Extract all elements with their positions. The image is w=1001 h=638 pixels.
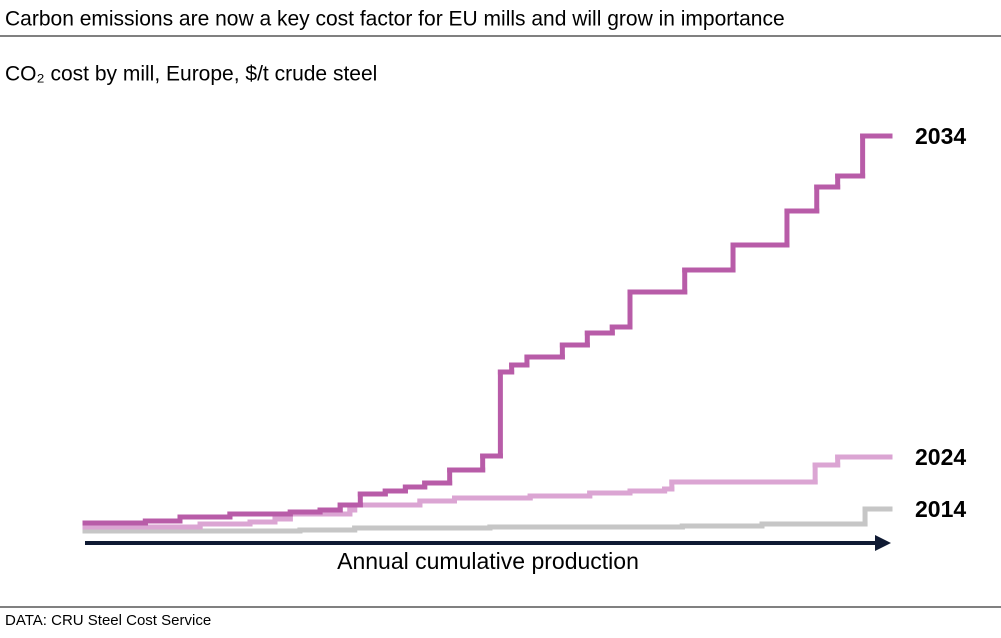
x-axis-label: Annual cumulative production: [337, 548, 639, 574]
chart-title: Carbon emissions are now a key cost fact…: [5, 8, 785, 31]
source-note: DATA: CRU Steel Cost Service: [5, 612, 211, 629]
chart-subtitle: CO₂ cost by mill, Europe, $/t crude stee…: [5, 63, 377, 86]
series-label: 2014: [915, 496, 966, 522]
series-label: 2024: [915, 444, 966, 470]
series-label: 2034: [915, 123, 966, 149]
arrow-head: [875, 535, 891, 551]
